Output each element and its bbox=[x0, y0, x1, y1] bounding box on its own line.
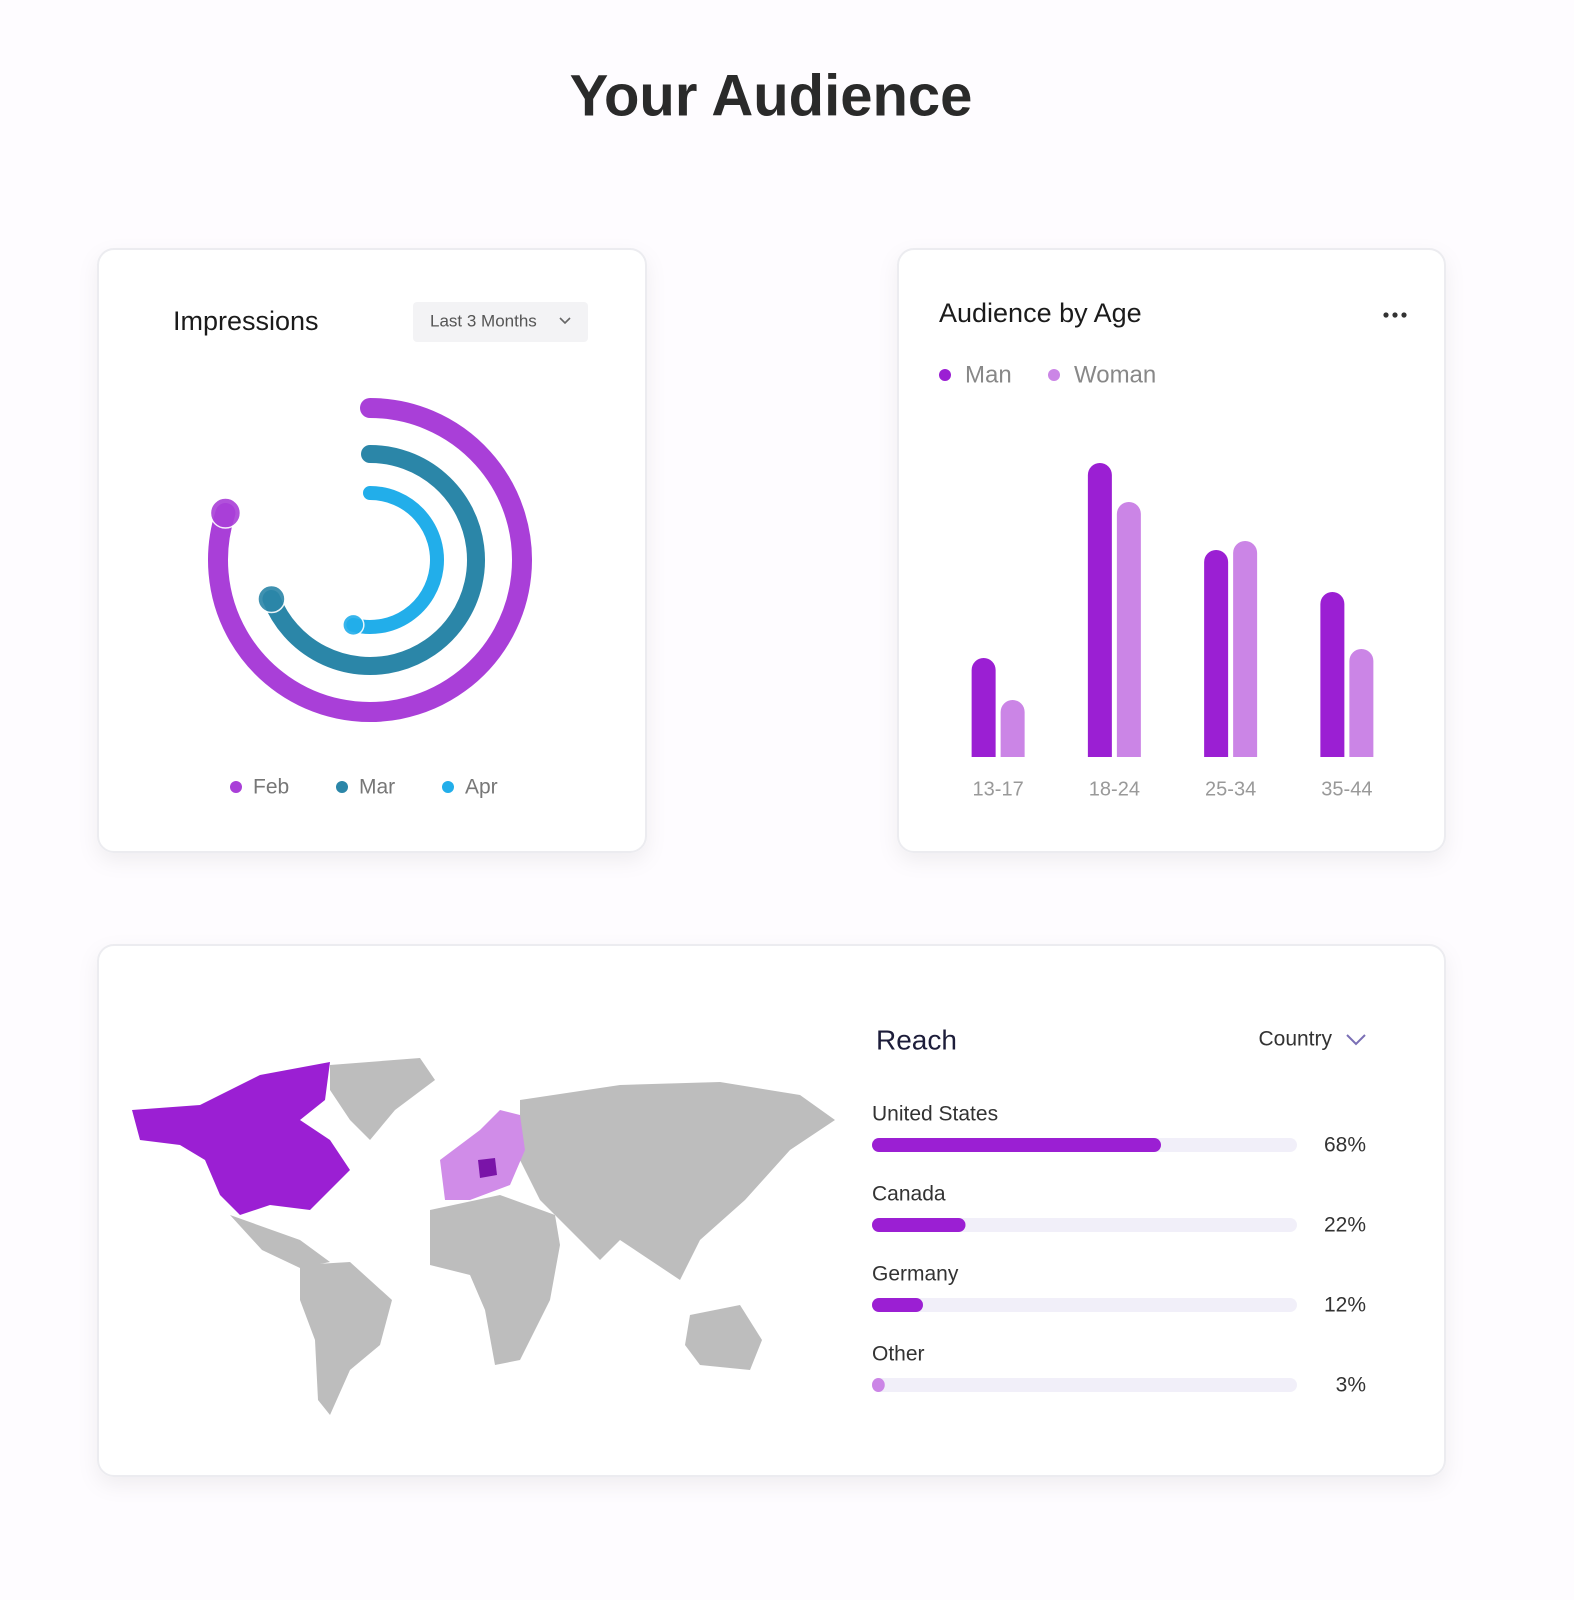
legend-dot bbox=[230, 781, 242, 793]
value-label: 68% bbox=[1324, 1134, 1366, 1157]
bar bbox=[872, 1138, 1161, 1152]
bar bbox=[971, 658, 996, 757]
legend-label: Mar bbox=[359, 776, 395, 799]
bar bbox=[1087, 463, 1112, 757]
row-label: United States bbox=[872, 1103, 998, 1126]
bar bbox=[1233, 541, 1258, 757]
legend-label: Woman bbox=[1074, 361, 1156, 388]
bar bbox=[1116, 502, 1141, 757]
bar bbox=[1204, 550, 1229, 757]
more-menu[interactable] bbox=[1383, 312, 1407, 318]
bar bbox=[872, 1218, 966, 1232]
x-tick-label: 25-34 bbox=[1205, 778, 1256, 800]
value-label: 3% bbox=[1336, 1374, 1366, 1397]
row-label: Other bbox=[872, 1343, 925, 1366]
card-title: Reach bbox=[876, 1024, 957, 1055]
radial-arc bbox=[208, 398, 532, 722]
x-tick-label: 18-24 bbox=[1089, 778, 1140, 800]
chevron-icon bbox=[559, 317, 571, 325]
impressions-card bbox=[97, 248, 647, 853]
filter-label[interactable]: Country bbox=[1258, 1028, 1332, 1051]
bar bbox=[1000, 700, 1025, 757]
bar bbox=[1320, 592, 1345, 757]
legend-label: Apr bbox=[465, 776, 498, 799]
radial-arc bbox=[262, 445, 485, 675]
card-title: Audience by Age bbox=[939, 298, 1142, 328]
bar-track bbox=[872, 1378, 1297, 1392]
arc-end-knob bbox=[257, 584, 286, 614]
row-label: Germany bbox=[872, 1263, 959, 1286]
filter-button[interactable] bbox=[413, 302, 588, 342]
legend-dot bbox=[336, 781, 348, 793]
arc-end-knob bbox=[209, 497, 242, 529]
world-map bbox=[132, 1058, 835, 1415]
page-title: Your Audience bbox=[570, 63, 973, 128]
x-tick-label: 35-44 bbox=[1321, 778, 1372, 800]
legend-label: Feb bbox=[253, 776, 289, 799]
legend-dot bbox=[442, 781, 454, 793]
value-label: 12% bbox=[1324, 1294, 1366, 1317]
bar bbox=[872, 1378, 885, 1392]
row-label: Canada bbox=[872, 1183, 946, 1206]
chevron-icon bbox=[1346, 1034, 1366, 1046]
filter-label[interactable]: Last 3 Months bbox=[430, 311, 537, 330]
card-title: Impressions bbox=[173, 306, 319, 336]
bar bbox=[872, 1298, 923, 1312]
bar-track bbox=[872, 1218, 1297, 1232]
radial-arc bbox=[346, 486, 444, 634]
age-card bbox=[897, 248, 1446, 853]
legend-dot bbox=[939, 369, 951, 381]
legend-label: Man bbox=[965, 361, 1012, 388]
bar bbox=[1349, 649, 1374, 757]
x-tick-label: 13-17 bbox=[973, 778, 1024, 800]
bar-track bbox=[872, 1298, 1297, 1312]
arc-end-knob bbox=[342, 613, 365, 637]
value-label: 22% bbox=[1324, 1214, 1366, 1237]
reach-card bbox=[97, 944, 1446, 1477]
legend-dot bbox=[1048, 369, 1060, 381]
